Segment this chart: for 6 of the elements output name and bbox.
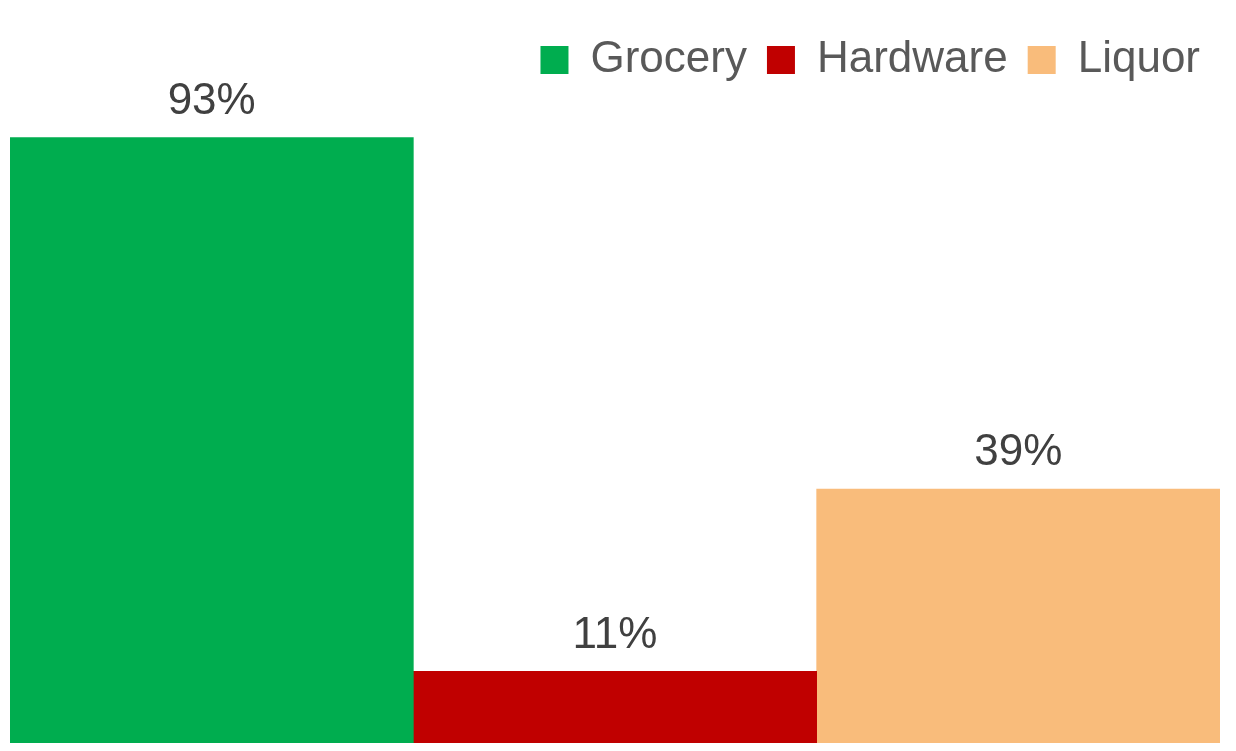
legend-label: Grocery	[590, 32, 747, 82]
data-label: 39%	[974, 425, 1063, 475]
legend-label: Liquor	[1077, 32, 1200, 82]
legend-label: Hardware	[816, 32, 1008, 82]
data-label: 93%	[167, 73, 256, 123]
data-label: 11%	[572, 607, 658, 657]
